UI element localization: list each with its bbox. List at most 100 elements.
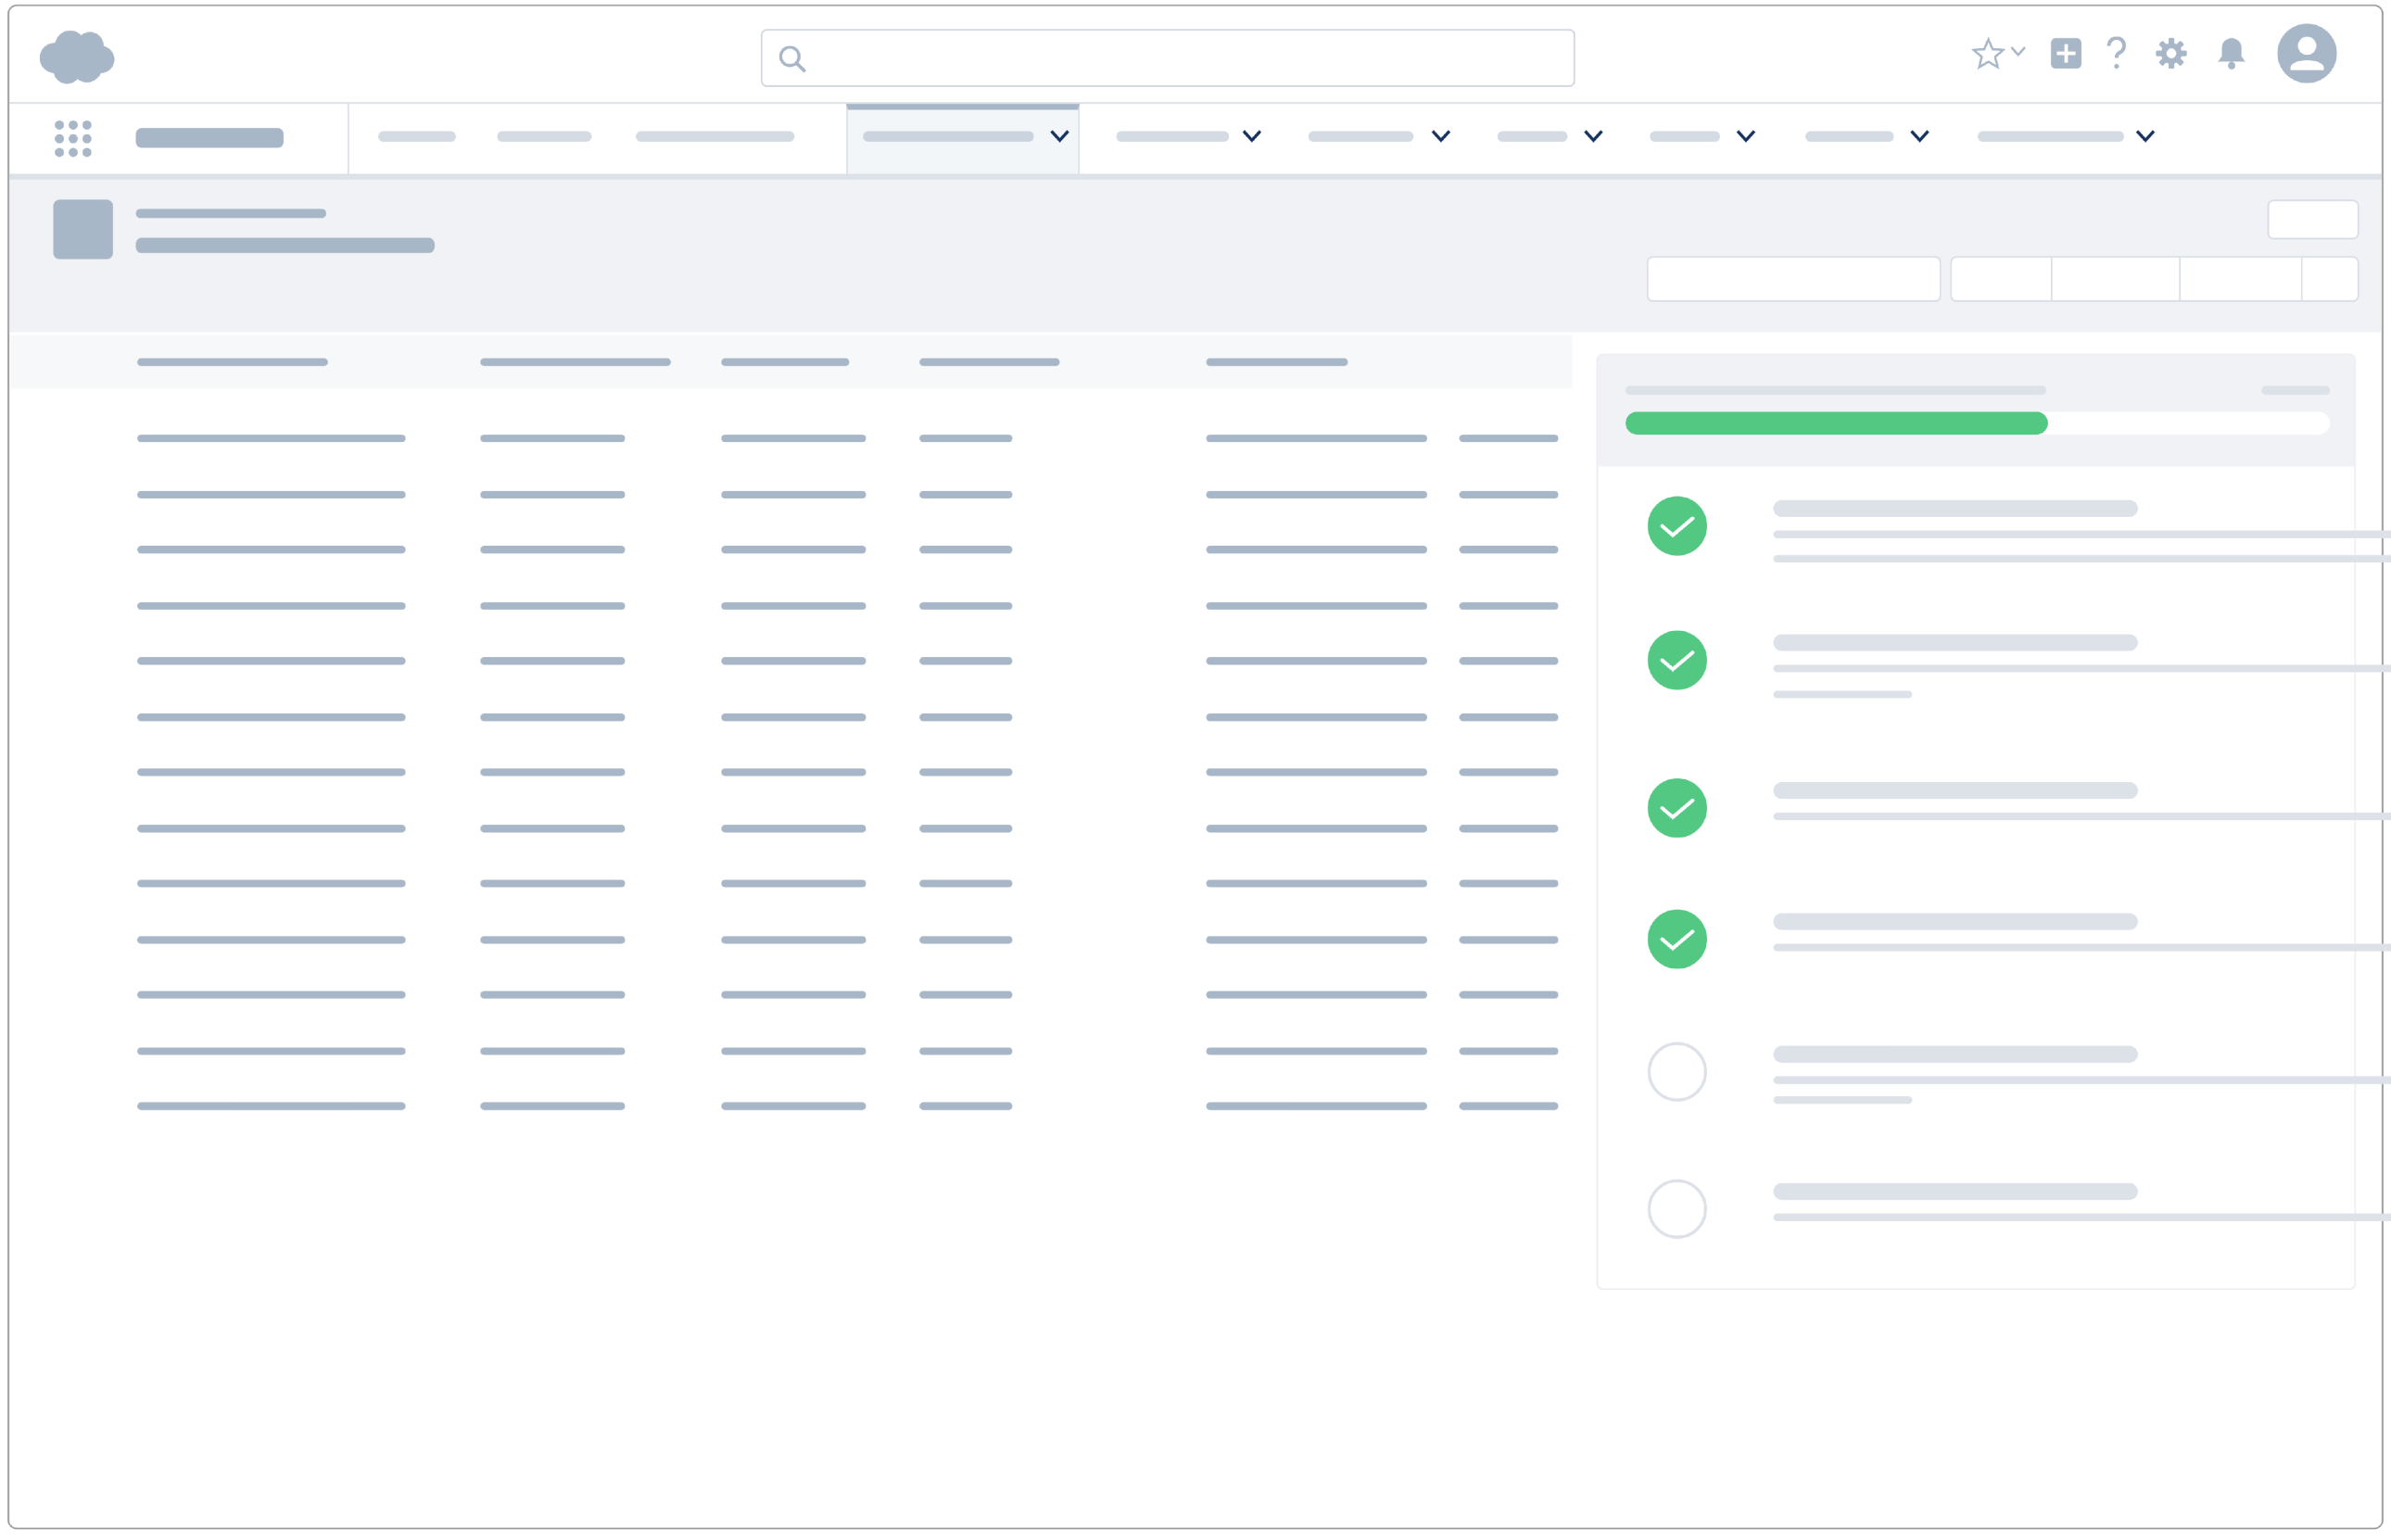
checklist-item-title[interactable] [1773, 499, 2138, 517]
nav-tab-8[interactable] [1650, 131, 1721, 143]
table-cell [919, 1102, 1013, 1110]
nav-tab-4[interactable] [863, 131, 1034, 143]
action-button[interactable] [2267, 199, 2359, 240]
chevron-down-icon[interactable] [1241, 128, 1262, 143]
checklist-item-description [1773, 1213, 2391, 1221]
table-cell [721, 601, 867, 610]
table-cell [480, 657, 626, 665]
checklist-item-title[interactable] [1773, 634, 2138, 651]
search-icon [778, 45, 807, 73]
table-cell [480, 713, 626, 721]
user-avatar-icon[interactable] [2277, 23, 2338, 84]
checklist-item-description [1773, 1096, 1913, 1105]
table-cell [919, 657, 1013, 665]
table-cell [1459, 879, 1559, 888]
column-header[interactable] [480, 358, 671, 366]
check-circle-icon[interactable] [1647, 777, 1708, 839]
favorites-star-icon[interactable] [1971, 36, 2005, 70]
table-cell [919, 434, 1013, 443]
divider [8, 102, 2383, 104]
table-cell [919, 546, 1013, 554]
chevron-down-icon[interactable] [2135, 128, 2157, 143]
table-cell [1459, 824, 1559, 832]
checklist-item-title[interactable] [1773, 913, 2138, 930]
table-cell [137, 601, 406, 610]
table-cell [137, 991, 406, 999]
checklist-item-title[interactable] [1773, 1045, 2138, 1063]
toolbar-button[interactable] [2303, 258, 2358, 300]
empty-circle-icon[interactable] [1647, 1179, 1708, 1240]
nav-tab-2[interactable] [497, 131, 592, 143]
column-header[interactable] [721, 358, 850, 366]
chevron-down-icon[interactable] [1430, 128, 1451, 143]
card-header [1598, 355, 2355, 467]
nav-tab-6[interactable] [1308, 131, 1414, 143]
button-group [1950, 256, 2359, 302]
check-circle-icon[interactable] [1647, 630, 1708, 691]
nav-tab-5[interactable] [1116, 131, 1230, 143]
table-cell [1206, 991, 1428, 999]
table-cell [137, 879, 406, 888]
table-cell [919, 935, 1013, 943]
chevron-down-icon[interactable] [1735, 128, 1756, 143]
table-cell [1459, 434, 1559, 443]
empty-circle-icon[interactable] [1647, 1041, 1708, 1103]
toolbar-button[interactable] [1952, 258, 2053, 301]
table-cell [1206, 601, 1428, 610]
table-cell [480, 434, 626, 443]
chevron-down-icon[interactable] [1049, 128, 1070, 143]
column-header[interactable] [137, 358, 328, 366]
checklist-item-description [1773, 530, 2391, 538]
table-cell [480, 991, 626, 999]
help-icon[interactable] [2103, 36, 2131, 69]
table-cell [480, 1102, 626, 1110]
card-title [1625, 385, 2047, 396]
progress-fill [1625, 411, 2049, 435]
chevron-down-icon[interactable] [2010, 45, 2027, 57]
table-cell [480, 1046, 626, 1054]
table-cell [137, 434, 406, 443]
notifications-bell-icon[interactable] [2216, 36, 2248, 69]
table-cell [721, 434, 867, 443]
list-search-input[interactable] [1647, 256, 1942, 302]
table-cell [721, 768, 867, 776]
table-cell [480, 489, 626, 499]
check-circle-icon[interactable] [1647, 909, 1708, 970]
chevron-down-icon[interactable] [1583, 128, 1604, 143]
nav-tab-9[interactable] [1805, 131, 1894, 143]
table-cell [480, 935, 626, 943]
settings-gear-icon[interactable] [2155, 36, 2188, 69]
table-cell [721, 935, 867, 943]
table-cell [721, 657, 867, 665]
checklist-item-description [1773, 554, 2391, 563]
check-circle-icon[interactable] [1647, 496, 1708, 557]
column-header[interactable] [919, 358, 1060, 366]
table-cell [1459, 546, 1559, 554]
table-cell [1206, 879, 1428, 888]
toolbar-button[interactable] [2181, 258, 2303, 301]
search-input[interactable] [761, 29, 1575, 87]
toolbar-button[interactable] [2053, 258, 2181, 301]
table-cell [480, 546, 626, 554]
nav-tab-7[interactable] [1497, 131, 1568, 143]
breadcrumb [135, 208, 327, 219]
app-launcher-grid-icon[interactable] [54, 119, 94, 158]
nav-tab-10[interactable] [1978, 131, 2125, 143]
nav-tab-1[interactable] [378, 131, 456, 143]
table-cell [919, 824, 1013, 832]
checklist-item-title[interactable] [1773, 782, 2138, 800]
divider [348, 103, 349, 174]
add-icon[interactable] [2051, 38, 2081, 69]
checklist-item-description [1773, 943, 2391, 952]
table-cell [721, 879, 867, 888]
table-cell [1459, 601, 1559, 610]
table-cell [721, 489, 867, 499]
cloud-logo[interactable] [36, 28, 116, 86]
checklist-item-title[interactable] [1773, 1182, 2138, 1200]
nav-tab-3[interactable] [636, 131, 795, 143]
table-cell [721, 824, 867, 832]
column-header[interactable] [1206, 358, 1348, 366]
chevron-down-icon[interactable] [1909, 128, 1930, 143]
table-cell [721, 1102, 867, 1110]
divider [8, 173, 2383, 181]
